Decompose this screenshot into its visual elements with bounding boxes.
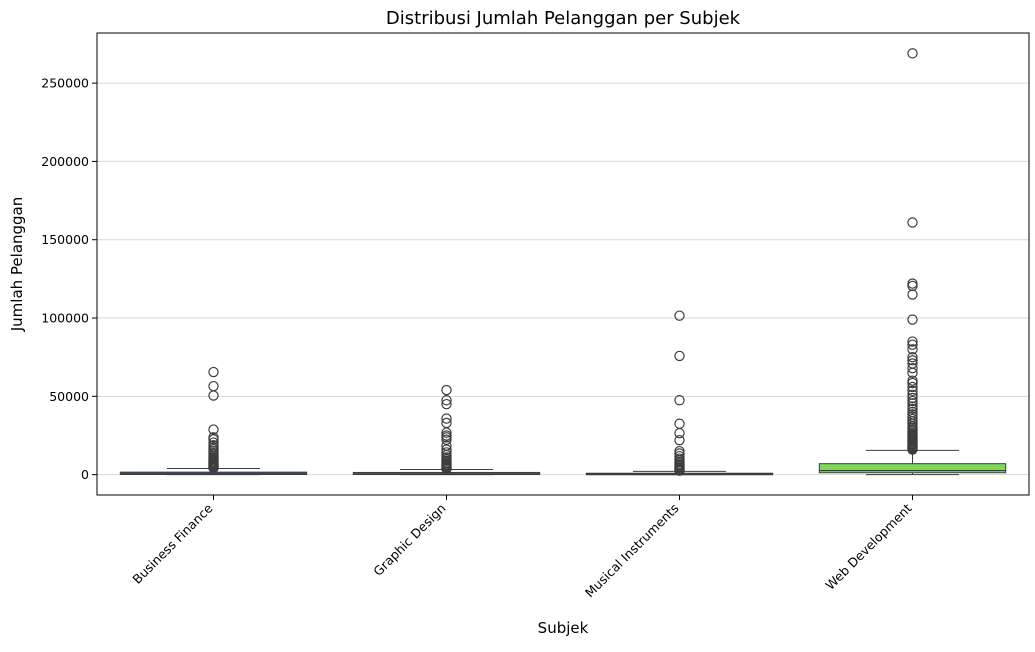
outlier-point (907, 367, 918, 379)
outlier-point (441, 427, 452, 438)
outlier-point (674, 418, 685, 429)
outlier-point (441, 384, 452, 396)
grid-layer (97, 82, 1029, 476)
box-group-graphic-design (352, 384, 541, 476)
x-tick-label: Web Development (822, 500, 914, 592)
chart-title: Distribusi Jumlah Pelanggan per Subjek (386, 8, 741, 29)
outlier-point (907, 362, 918, 374)
outlier-point (674, 395, 685, 406)
outlier-point (907, 444, 918, 455)
outlier-point (441, 395, 452, 406)
outlier-point (441, 413, 452, 424)
outlier-point (208, 462, 219, 474)
outlier-point (208, 366, 219, 378)
outlier-point (907, 339, 918, 350)
outlier-point (907, 355, 918, 366)
y-axis-label: Jumlah Pelanggan (8, 197, 26, 333)
outlier-point (907, 217, 918, 228)
box-layer (119, 48, 1007, 476)
outlier-point (907, 336, 918, 347)
outlier-point (441, 398, 452, 410)
plot-frame (96, 32, 1030, 496)
outlier-point (674, 434, 685, 446)
y-tick-label: 250000 (41, 76, 89, 91)
outlier-point (907, 314, 918, 325)
outlier-point (907, 377, 918, 389)
box-group-business-finance (119, 366, 308, 476)
x-axis-label: Subjek (538, 619, 589, 637)
box-group-web-development (818, 48, 1007, 476)
outlier-point (907, 48, 918, 59)
y-tick-label: 50000 (49, 389, 89, 404)
outlier-point (674, 427, 685, 439)
outlier-point (674, 350, 685, 362)
box-group-musical-instruments (585, 310, 774, 476)
outlier-point (441, 463, 452, 475)
outlier-point (907, 344, 918, 355)
outlier-point (208, 380, 219, 392)
y-tick-label: 100000 (41, 311, 89, 326)
outlier-point (907, 385, 918, 397)
outlier-point (208, 434, 219, 445)
outlier-point (907, 278, 918, 289)
x-tick-label: Graphic Design (370, 501, 448, 579)
outlier-point (208, 390, 219, 401)
outlier-point (907, 351, 918, 363)
outlier-point (674, 465, 685, 476)
x-tick-label: Musical Instruments (582, 501, 682, 601)
outlier-point (441, 447, 452, 458)
box-iqr (818, 463, 1007, 474)
outlier-point (907, 280, 918, 292)
outlier-point (907, 381, 918, 393)
x-tick-label: Business Finance (129, 500, 215, 586)
outlier-point (208, 424, 219, 435)
axis-layer: 0 50000 100000 150000 200000 250000 Business F… (41, 76, 914, 601)
outlier-point (674, 310, 685, 321)
outlier-point (907, 403, 918, 415)
y-tick-label: 200000 (41, 154, 89, 169)
y-tick-label: 150000 (41, 232, 89, 247)
y-tick-label: 0 (81, 467, 89, 482)
outlier-point (441, 434, 452, 445)
outlier-point (907, 289, 918, 300)
